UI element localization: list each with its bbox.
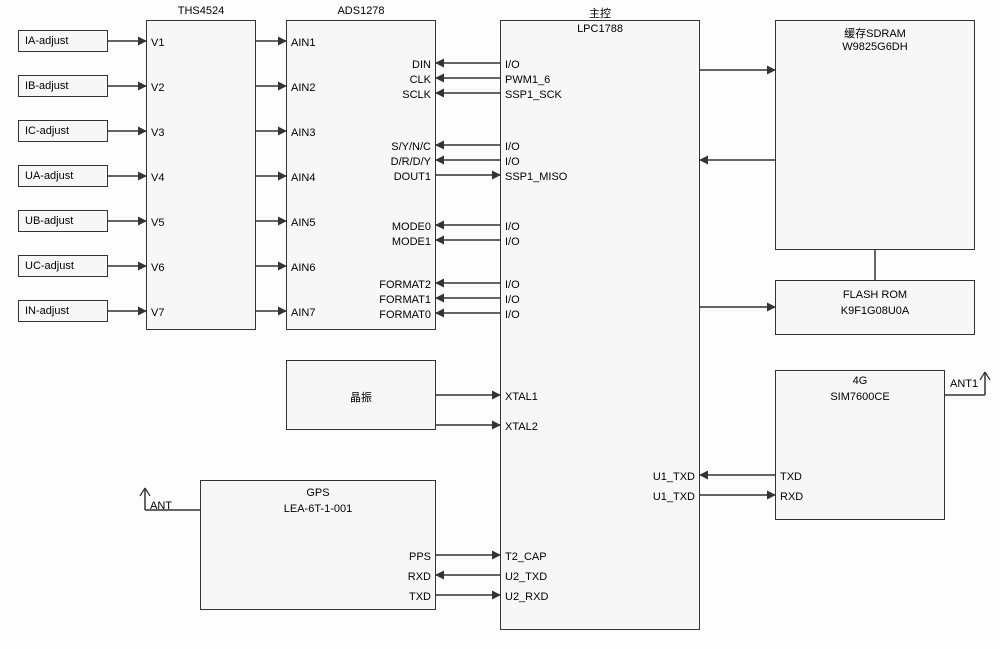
ths-box: THS4524 V1 V2 V3 V4 V5 V6 V7: [146, 20, 256, 330]
ads-rpin: S/Y/N/C: [391, 141, 431, 153]
gps-ant-label: ANT: [150, 500, 172, 512]
mcu-lpin: XTAL1: [505, 391, 538, 403]
flash-title2: K9F1G08U0A: [776, 305, 974, 317]
input-label: UA-adjust: [25, 170, 73, 182]
input-label: IN-adjust: [25, 305, 69, 317]
mcu-lpin: U2_TXD: [505, 571, 547, 583]
input-box-ib: IB-adjust: [18, 75, 108, 97]
ths-title: THS4524: [147, 5, 255, 17]
ths-pin: V7: [151, 307, 164, 319]
sdram-title1: 缓存SDRAM: [776, 25, 974, 41]
flash-title1: FLASH ROM: [776, 289, 974, 301]
input-label: IA-adjust: [25, 35, 68, 47]
ads-title: ADS1278: [287, 5, 435, 17]
mcu-title2: LPC1788: [501, 23, 699, 35]
mcu-lpin: I/O: [505, 279, 520, 291]
gps-title1: GPS: [201, 487, 435, 499]
ths-pin: V3: [151, 127, 164, 139]
sim-pin: TXD: [780, 471, 802, 483]
sim-box: 4G SIM7600CE TXD RXD: [775, 370, 945, 520]
mcu-lpin: PWM1_6: [505, 74, 550, 86]
sdram-title2: W9825G6DH: [776, 41, 974, 53]
gps-pin: TXD: [409, 591, 431, 603]
sim-title1: 4G: [776, 375, 944, 387]
flash-box: FLASH ROM K9F1G08U0A: [775, 280, 975, 335]
ads-box: ADS1278 AIN1 AIN2 AIN3 AIN4 AIN5 AIN6 AI…: [286, 20, 436, 330]
sim-pin: RXD: [780, 491, 803, 503]
input-box-ic: IC-adjust: [18, 120, 108, 142]
ads-rpin: FORMAT1: [379, 294, 431, 306]
ads-lpin: AIN1: [291, 37, 315, 49]
ths-pin: V6: [151, 262, 164, 274]
ads-lpin: AIN5: [291, 217, 315, 229]
mcu-box: 主控 LPC1788 I/O PWM1_6 SSP1_SCK I/O I/O S…: [500, 20, 700, 630]
mcu-lpin: I/O: [505, 141, 520, 153]
ads-lpin: AIN4: [291, 172, 315, 184]
ths-pin: V4: [151, 172, 164, 184]
input-label: UC-adjust: [25, 260, 74, 272]
mcu-title1: 主控: [501, 5, 699, 21]
mcu-lpin: I/O: [505, 294, 520, 306]
gps-pin: PPS: [409, 551, 431, 563]
input-box-ub: UB-adjust: [18, 210, 108, 232]
input-box-ua: UA-adjust: [18, 165, 108, 187]
mcu-lpin: U2_RXD: [505, 591, 548, 603]
mcu-lpin: XTAL2: [505, 421, 538, 433]
input-label: IC-adjust: [25, 125, 69, 137]
ads-rpin: FORMAT0: [379, 309, 431, 321]
mcu-rpin: U1_TXD: [653, 471, 695, 483]
ads-rpin: SCLK: [402, 89, 431, 101]
sdram-box: 缓存SDRAM W9825G6DH: [775, 20, 975, 250]
mcu-lpin: SSP1_SCK: [505, 89, 562, 101]
mcu-lpin: I/O: [505, 156, 520, 168]
ads-rpin: MODE0: [392, 221, 431, 233]
ths-pin: V2: [151, 82, 164, 94]
ads-lpin: AIN7: [291, 307, 315, 319]
gps-box: GPS LEA-6T-1-001 PPS RXD TXD: [200, 480, 436, 610]
ads-rpin: MODE1: [392, 236, 431, 248]
mcu-rpin: U1_TXD: [653, 491, 695, 503]
input-label: UB-adjust: [25, 215, 73, 227]
ads-lpin: AIN3: [291, 127, 315, 139]
mcu-lpin: I/O: [505, 221, 520, 233]
gps-pin: RXD: [408, 571, 431, 583]
ths-pin: V1: [151, 37, 164, 49]
mcu-lpin: T2_CAP: [505, 551, 547, 563]
mcu-lpin: I/O: [505, 309, 520, 321]
mcu-lpin: I/O: [505, 236, 520, 248]
ads-rpin: DIN: [412, 59, 431, 71]
mcu-lpin: I/O: [505, 59, 520, 71]
ads-lpin: AIN6: [291, 262, 315, 274]
ads-rpin: D/R/D/Y: [391, 156, 431, 168]
ads-rpin: DOUT1: [394, 171, 431, 183]
xtal-title: 晶振: [287, 389, 435, 405]
input-box-ia: IA-adjust: [18, 30, 108, 52]
input-box-in: IN-adjust: [18, 300, 108, 322]
mcu-lpin: SSP1_MISO: [505, 171, 567, 183]
sim-title2: SIM7600CE: [776, 391, 944, 403]
ths-pin: V5: [151, 217, 164, 229]
xtal-box: 晶振: [286, 360, 436, 430]
ads-lpin: AIN2: [291, 82, 315, 94]
gps-title2: LEA-6T-1-001: [201, 503, 435, 515]
input-box-uc: UC-adjust: [18, 255, 108, 277]
diagram-canvas: IA-adjust IB-adjust IC-adjust UA-adjust …: [0, 0, 1000, 649]
sim-ant-label: ANT1: [950, 378, 978, 390]
ads-rpin: FORMAT2: [379, 279, 431, 291]
input-label: IB-adjust: [25, 80, 68, 92]
ads-rpin: CLK: [410, 74, 431, 86]
